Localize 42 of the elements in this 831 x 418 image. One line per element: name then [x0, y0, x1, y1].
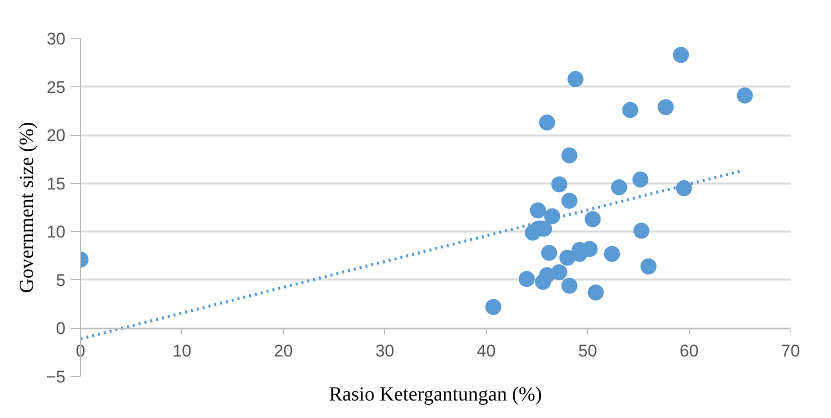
point	[736, 87, 753, 104]
point	[535, 274, 552, 290]
point	[640, 258, 656, 274]
y-tick-label: 20	[46, 126, 66, 146]
y-tick-label: 0	[56, 319, 66, 338]
point	[672, 46, 689, 63]
x-axis-title: Rasio Ketergantungan (%)	[329, 384, 542, 406]
point	[567, 71, 584, 88]
point	[561, 192, 578, 209]
point	[551, 176, 568, 192]
x-tick-label: 10	[172, 342, 192, 360]
point	[588, 284, 604, 300]
point	[604, 246, 620, 262]
point	[544, 208, 560, 224]
point	[518, 270, 535, 287]
y-tick-label: 15	[46, 174, 66, 194]
y-tick-label: 10	[46, 222, 66, 242]
y-axis-title: Government size (%)	[16, 122, 38, 294]
point	[611, 179, 628, 196]
point	[622, 102, 638, 118]
point	[632, 172, 648, 188]
point	[584, 211, 601, 228]
point	[561, 147, 578, 164]
point	[561, 278, 578, 294]
x-tick-label: 70	[781, 342, 800, 360]
x-tick-label: 50	[578, 342, 598, 360]
point	[676, 180, 692, 196]
y-tick-label: 30	[46, 30, 66, 48]
y-tick-label: 25	[46, 78, 66, 97]
point	[485, 298, 502, 315]
x-tick-label: 40	[476, 342, 496, 360]
y-tick-label: 5	[56, 270, 66, 290]
point	[530, 202, 546, 218]
point	[541, 244, 558, 261]
point	[658, 99, 674, 116]
point	[633, 222, 650, 239]
x-tick-label: 60	[680, 342, 699, 360]
point	[539, 114, 556, 130]
point	[551, 264, 568, 280]
x-tick-label: 20	[274, 342, 293, 360]
y-tick-label: −5	[46, 368, 66, 386]
x-tick-label: 30	[375, 342, 394, 360]
